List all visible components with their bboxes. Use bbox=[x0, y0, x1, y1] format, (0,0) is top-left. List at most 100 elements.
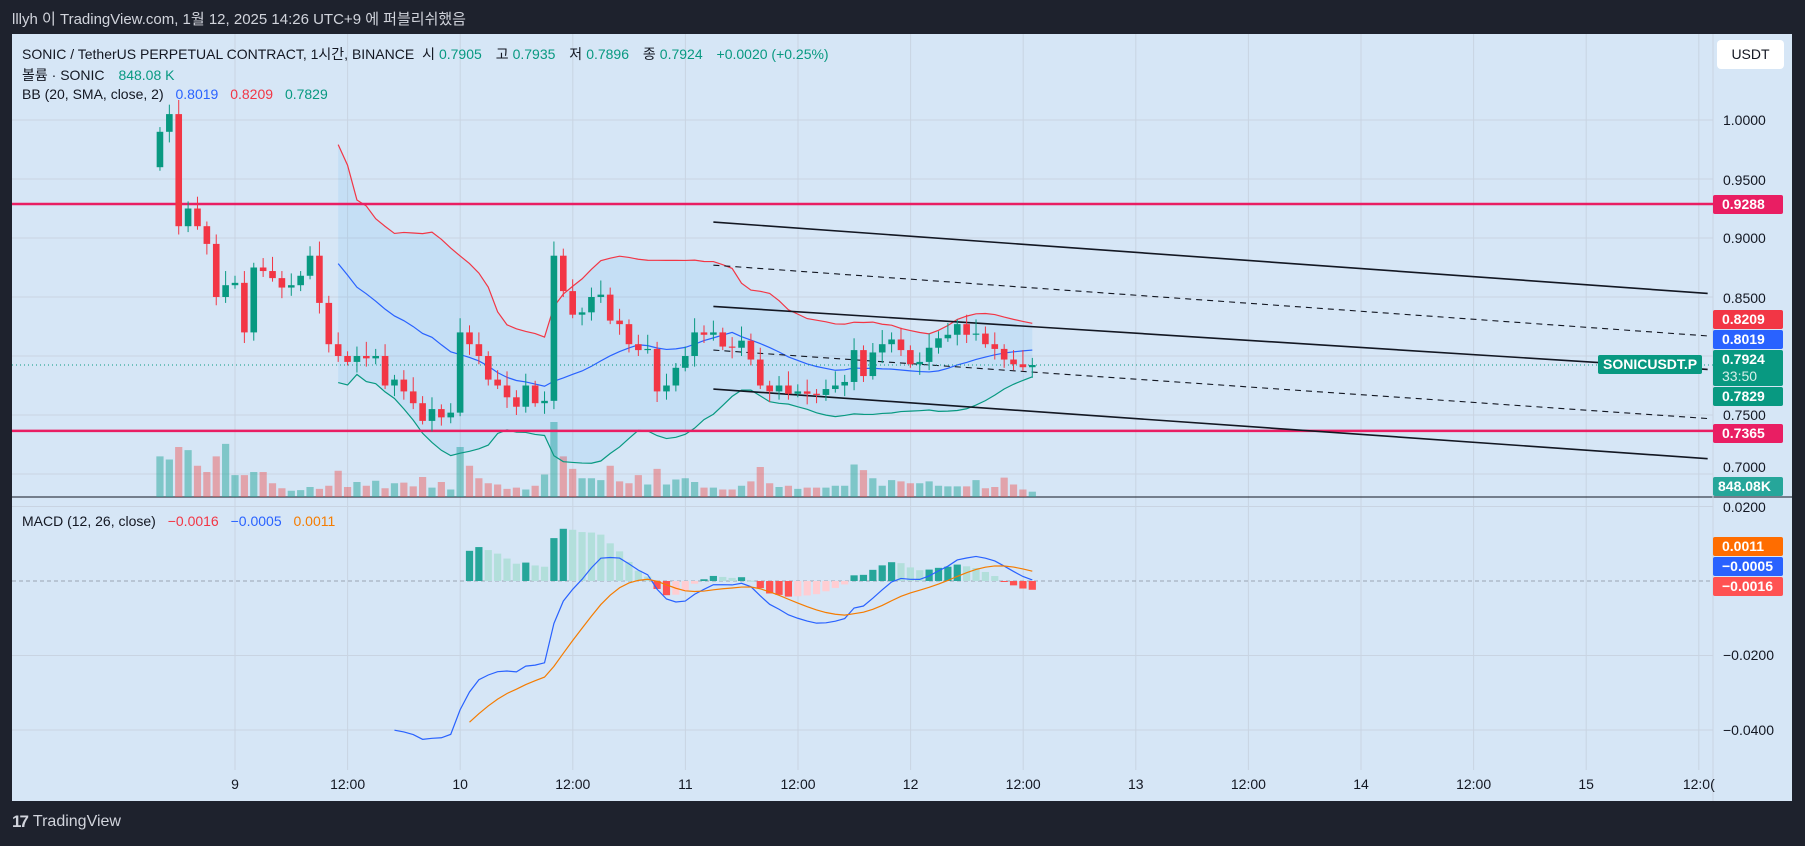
candle bbox=[747, 333, 755, 366]
candle-body bbox=[953, 324, 961, 335]
candle bbox=[569, 279, 576, 319]
candle-body bbox=[522, 385, 530, 407]
volume-bar bbox=[1000, 477, 1008, 497]
macd-histogram-bar bbox=[766, 581, 774, 594]
volume-tag: 848.08K bbox=[1713, 477, 1783, 496]
volume-bar bbox=[362, 485, 370, 497]
macd-histogram-bar bbox=[784, 581, 793, 597]
macd-histogram-bar bbox=[728, 577, 736, 581]
volume-bar bbox=[165, 459, 173, 497]
volume-bar bbox=[888, 480, 896, 497]
candle bbox=[447, 403, 455, 424]
volume-bar bbox=[297, 490, 305, 497]
price-tick: 0.7000 bbox=[1723, 459, 1766, 475]
candle bbox=[428, 397, 436, 432]
bb-legend[interactable]: BB (20, SMA, close, 2) 0.8019 0.8209 0.7… bbox=[22, 86, 332, 102]
candle-body bbox=[813, 393, 820, 395]
macd-signal-line bbox=[469, 565, 1033, 723]
candle bbox=[184, 201, 192, 233]
volume-bar bbox=[409, 486, 417, 497]
volume-bar bbox=[559, 456, 567, 497]
candle bbox=[756, 347, 764, 390]
volume-label: 볼륨 · SONIC bbox=[22, 67, 105, 83]
candle bbox=[222, 271, 229, 303]
macd-histogram-bar bbox=[794, 581, 802, 597]
candle-body bbox=[691, 332, 698, 356]
time-tick: 9 bbox=[231, 776, 239, 792]
candle-body bbox=[438, 409, 445, 418]
candle bbox=[925, 333, 933, 371]
candle-body bbox=[1000, 348, 1008, 360]
macd-histogram-bar bbox=[869, 569, 877, 581]
macd-tick: 0.0200 bbox=[1723, 499, 1766, 515]
tradingview-logo[interactable]: 17 TradingView bbox=[12, 812, 121, 832]
candle bbox=[850, 338, 858, 391]
macd-histogram-bar bbox=[587, 532, 596, 581]
macd-histogram-bar bbox=[822, 581, 830, 592]
volume-bar bbox=[841, 485, 849, 497]
macd-legend[interactable]: MACD (12, 26, close) −0.0016 −0.0005 0.0… bbox=[22, 513, 339, 529]
candle bbox=[841, 374, 848, 397]
symbol-title[interactable]: SONIC / TetherUS PERPETUAL CONTRACT, 1시간… bbox=[22, 46, 415, 62]
macd-histogram-bar bbox=[550, 538, 558, 581]
volume-bar bbox=[597, 480, 605, 497]
volume-bar bbox=[381, 488, 389, 497]
candle-body bbox=[785, 385, 792, 394]
chart-frame[interactable] bbox=[12, 34, 1792, 801]
candle-body bbox=[982, 333, 989, 345]
volume-bar bbox=[803, 487, 811, 497]
candle-body bbox=[560, 255, 567, 292]
volume-bar bbox=[175, 447, 183, 497]
candle bbox=[466, 325, 473, 355]
macd-histogram-bar bbox=[906, 567, 914, 581]
macd-histogram-bar bbox=[944, 566, 952, 581]
candle bbox=[363, 341, 370, 367]
candle bbox=[916, 352, 924, 375]
low-label: 저 bbox=[569, 46, 583, 62]
price-tick: 0.7500 bbox=[1723, 407, 1766, 423]
candle bbox=[897, 327, 905, 356]
volume-bar bbox=[390, 483, 399, 497]
candle bbox=[785, 371, 792, 400]
macd-pane bbox=[12, 528, 1713, 740]
volume-legend[interactable]: 볼륨 · SONIC 848.08 K bbox=[22, 65, 179, 85]
volume-bar bbox=[484, 483, 492, 497]
candle bbox=[822, 379, 830, 401]
candle-body bbox=[644, 348, 652, 351]
candle bbox=[560, 248, 567, 297]
candle bbox=[888, 332, 895, 353]
volume-bar bbox=[934, 485, 943, 497]
candle bbox=[953, 319, 961, 346]
macd-histogram-bar bbox=[991, 576, 999, 581]
candle-body bbox=[569, 291, 576, 315]
candle-body bbox=[803, 391, 811, 394]
candle-body bbox=[503, 385, 511, 398]
candle bbox=[203, 221, 211, 255]
candle-body bbox=[625, 324, 633, 345]
candle bbox=[297, 271, 304, 292]
candle bbox=[869, 343, 877, 380]
macd-histogram-bar bbox=[494, 553, 502, 581]
candle-body bbox=[738, 340, 745, 348]
candle bbox=[1000, 344, 1008, 368]
candle bbox=[269, 256, 276, 282]
candle bbox=[813, 389, 820, 404]
candle-body bbox=[756, 359, 764, 386]
volume-bar bbox=[625, 483, 633, 497]
candle-body bbox=[672, 367, 680, 386]
candle-body bbox=[1029, 364, 1036, 368]
candle-body bbox=[456, 332, 464, 413]
volume-bar bbox=[156, 456, 164, 497]
currency-button[interactable]: USDT bbox=[1717, 40, 1784, 69]
volume-bar bbox=[569, 468, 577, 497]
candle bbox=[691, 318, 698, 367]
volume-bar bbox=[259, 472, 267, 497]
candle bbox=[663, 373, 670, 400]
candle-body bbox=[475, 344, 483, 356]
bb-lower-value: 0.7829 bbox=[284, 86, 328, 102]
candle-body bbox=[156, 131, 164, 168]
macd-histogram-bar bbox=[700, 579, 708, 581]
time-tick: 12 bbox=[902, 776, 919, 792]
candle-body bbox=[466, 332, 473, 345]
